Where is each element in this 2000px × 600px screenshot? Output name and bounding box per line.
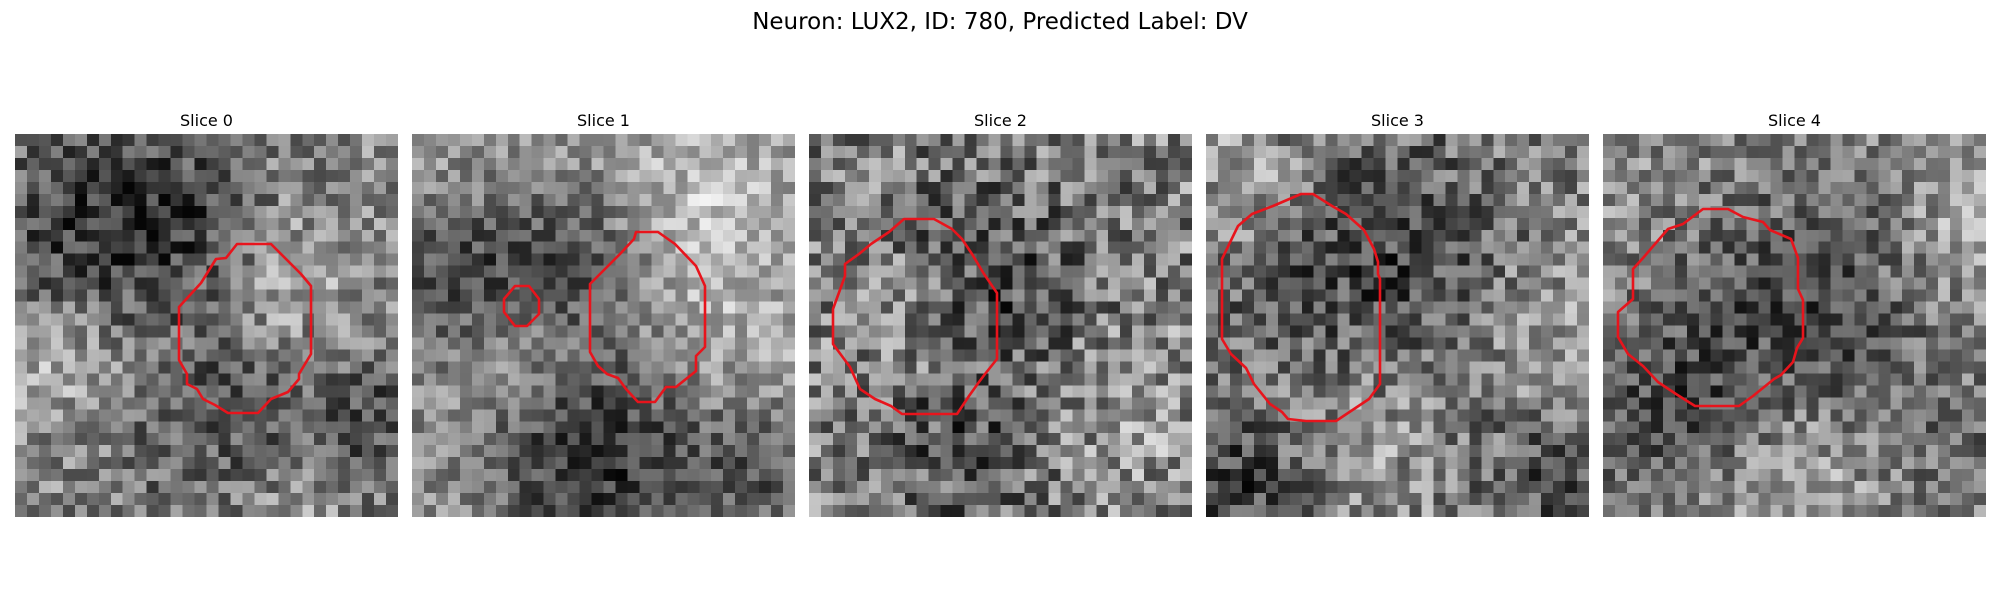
slice-image-canvas — [15, 134, 398, 517]
roi-contour — [1616, 207, 1805, 408]
slice-panel-4: Slice 4 — [1603, 108, 1986, 517]
slice-title: Slice 4 — [1768, 111, 1821, 130]
roi-contour — [502, 284, 541, 328]
roi-contour — [588, 230, 707, 404]
slice-panel-0: Slice 0 — [15, 108, 398, 517]
roi-contour — [1220, 192, 1382, 423]
slice-title: Slice 3 — [1371, 111, 1424, 130]
pixel-grid — [15, 134, 398, 517]
slice-image — [15, 134, 398, 517]
slice-image-canvas — [809, 134, 1192, 517]
slice-image-canvas — [1206, 134, 1589, 517]
slice-image — [809, 134, 1192, 517]
slice-panel-3: Slice 3 — [1206, 108, 1589, 517]
pixel-grid — [412, 134, 795, 517]
slice-image-canvas — [412, 134, 795, 517]
roi-contour — [177, 242, 313, 415]
slice-title: Slice 0 — [180, 111, 233, 130]
slice-image — [1603, 134, 1986, 517]
pixel-grid — [1603, 134, 1986, 517]
roi-contour — [831, 217, 999, 416]
slice-image — [1206, 134, 1589, 517]
slice-panel-1: Slice 1 — [412, 108, 795, 517]
slice-image — [412, 134, 795, 517]
slice-title: Slice 1 — [577, 111, 630, 130]
pixel-grid — [1206, 134, 1589, 517]
figure-title: Neuron: LUX2, ID: 780, Predicted Label: … — [752, 9, 1248, 35]
slice-image-canvas — [1603, 134, 1986, 517]
pixel-grid — [809, 134, 1192, 517]
slice-panel-2: Slice 2 — [809, 108, 1192, 517]
slice-title: Slice 2 — [974, 111, 1027, 130]
